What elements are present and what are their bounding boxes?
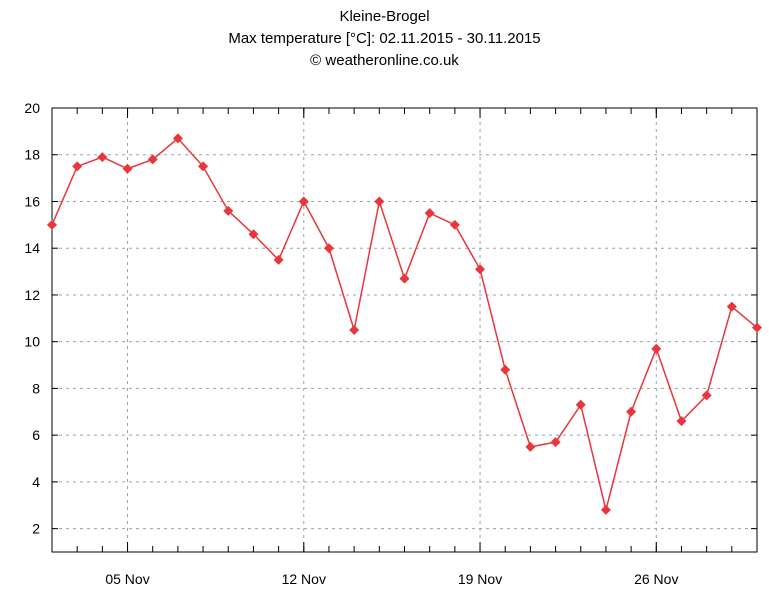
grid-layer xyxy=(52,108,757,552)
data-point xyxy=(651,343,662,354)
y-tick-label: 8 xyxy=(32,380,40,396)
chart-title: Kleine-Brogel xyxy=(339,8,430,25)
data-point xyxy=(47,219,57,230)
y-tick-label: 10 xyxy=(24,334,40,350)
chart-header: Kleine-Brogel Max temperature [°C]: 02.1… xyxy=(0,6,769,72)
x-tick-label: 26 Nov xyxy=(634,571,678,587)
data-point xyxy=(349,325,360,335)
y-tick-label: 16 xyxy=(24,193,40,209)
y-tick-label: 4 xyxy=(32,474,40,490)
data-point xyxy=(399,273,410,284)
data-point xyxy=(374,196,385,207)
x-tick-label: 05 Nov xyxy=(105,571,149,587)
data-point xyxy=(298,196,309,207)
data-point xyxy=(97,152,108,163)
data-point xyxy=(172,133,183,144)
data-point xyxy=(752,322,762,333)
data-point xyxy=(475,264,486,275)
data-point xyxy=(273,254,284,265)
data-point xyxy=(424,208,435,219)
axis-layer: 2 4 6 8 10 12 14 16 18 20 05 Nov 12 Nov 19 Nov 26 Nov xyxy=(24,100,758,587)
data-point xyxy=(726,301,737,312)
y-tick-label: 2 xyxy=(32,521,40,537)
data-point xyxy=(600,504,611,515)
x-tick-label: 12 Nov xyxy=(282,571,326,587)
y-tick-label: 20 xyxy=(24,100,40,116)
data-point xyxy=(701,390,712,401)
data-point xyxy=(525,441,536,452)
data-point xyxy=(626,406,637,417)
data-point xyxy=(147,154,158,165)
y-tick-label: 14 xyxy=(24,240,40,256)
plot-frame xyxy=(51,107,758,553)
x-tick-label: 19 Nov xyxy=(458,571,502,587)
data-point xyxy=(223,205,234,216)
y-tick-label: 18 xyxy=(24,147,40,163)
data-point xyxy=(449,219,460,230)
data-point xyxy=(575,399,586,410)
data-point xyxy=(248,229,259,240)
y-tick-label: 12 xyxy=(24,287,40,303)
data-point xyxy=(676,416,687,427)
data-point xyxy=(122,163,133,174)
y-tick-label: 6 xyxy=(32,427,40,443)
chart-subtitle: Max temperature [°C]: 02.11.2015 - 30.11… xyxy=(228,30,541,47)
chart-credit: © weatheronline.co.uk xyxy=(310,52,459,69)
data-point xyxy=(198,161,209,172)
data-point xyxy=(550,437,561,448)
series-layer xyxy=(47,133,762,515)
data-point xyxy=(72,161,83,172)
series-line xyxy=(51,137,758,511)
data-point xyxy=(500,364,511,375)
data-point xyxy=(323,243,334,254)
